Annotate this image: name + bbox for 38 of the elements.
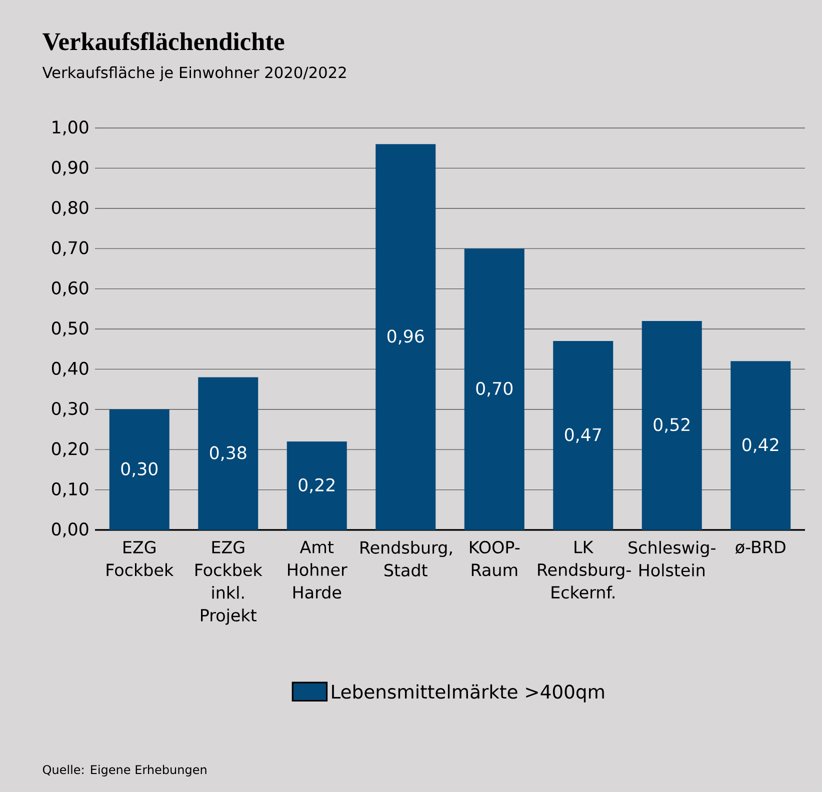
data-label: 0,38 [210,446,246,462]
data-label: 0,47 [564,428,601,443]
data-label: 0,22 [298,478,334,494]
y-tick-label: 0,50 [52,322,88,336]
y-tick-label: 0,70 [52,241,88,256]
source-note: Quelle: Eigene Erhebungen [42,764,206,776]
data-label: 0,70 [476,382,513,397]
data-label: 0,52 [654,418,690,433]
y-tick-label: 0,80 [52,200,88,216]
x-tick-label: EZG Fockbek [106,540,174,576]
chart-subtitle: Verkaufsfläche je Einwohner 2020/2022 [42,66,346,82]
y-tick-label: 1,00 [52,120,88,136]
y-tick-label: 0,10 [52,482,88,498]
y-tick-label: 0,40 [52,362,88,377]
y-tick-label: 0,30 [52,402,88,417]
x-tick-label: ø-BRD [735,540,786,554]
y-tick-label: 0,60 [52,281,88,296]
x-tick-label: Amt Hohner Harde [288,540,348,599]
legend-label: Lebensmittelmärkte >400qm [332,684,604,702]
bar [109,409,170,530]
data-label: 0,30 [121,462,158,478]
bar [286,442,347,530]
y-tick-label: 0,20 [52,442,88,458]
bar [642,320,702,530]
y-tick-label: 0,90 [52,160,88,176]
bar [376,144,436,530]
bar [730,361,791,530]
x-tick-label: Rendsburg, Stadt [360,540,452,576]
data-label: 0,96 [387,330,424,344]
bar [464,248,524,530]
y-tick-label: 0,00 [52,522,88,538]
bar [553,341,614,530]
x-tick-label: KOOP-Raum [470,540,520,576]
chart-title: Verkaufsflächendichte [42,32,284,50]
data-label: 0,42 [742,438,778,453]
bar [198,377,258,530]
x-tick-label: EZG Fockbek inkl. Projekt [196,540,262,625]
x-tick-label: Schleswig-Holstein [628,540,716,576]
